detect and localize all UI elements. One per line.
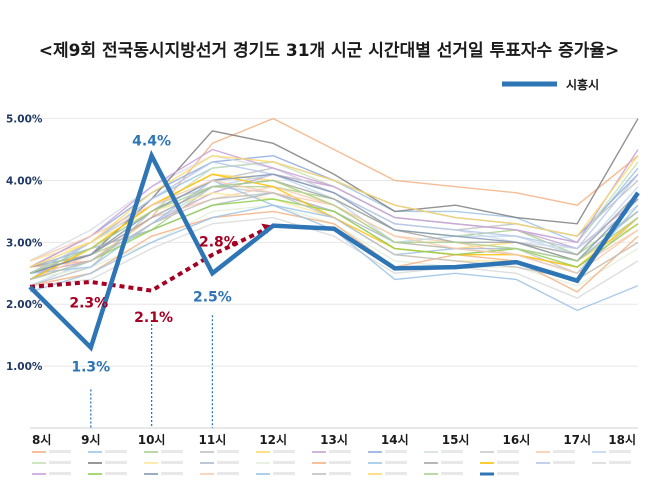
background-series-line: [29, 179, 639, 268]
series-swatch-label-placeholder: [273, 450, 295, 453]
x-tick-label: 11시: [199, 433, 227, 447]
legend: 시흥시: [502, 77, 599, 92]
legend-label: 시흥시: [566, 77, 599, 92]
series-swatch-label-placeholder: [497, 472, 519, 475]
series-swatch-label-placeholder: [441, 450, 463, 453]
x-axis-ticks: 8시 9시 10시 11시 12시 13시 14시 15시 16시 17시 18시: [32, 433, 636, 447]
series-swatch-label-placeholder: [497, 461, 519, 464]
series-swatch-label-placeholder: [441, 461, 463, 464]
background-series-line: [29, 198, 639, 281]
series-swatch-label-placeholder: [329, 461, 351, 464]
series-swatch-label-placeholder: [161, 461, 183, 464]
annotations: 1.3% 4.4% 2.5% 2.3% 2.1% 2.8%: [69, 134, 237, 376]
series-swatch-label-placeholder: [161, 472, 183, 475]
annotation-label: 1.3%: [71, 360, 110, 376]
x-tick-label: 15시: [442, 433, 470, 447]
y-tick-label: 2.00%: [6, 299, 43, 311]
series-swatch-label-placeholder: [105, 472, 127, 475]
annotation-label: 4.4%: [132, 134, 171, 150]
series-swatch-label-placeholder: [49, 450, 71, 453]
series-swatch-label-placeholder: [497, 450, 519, 453]
x-tick-label: 12시: [259, 433, 287, 447]
y-axis-ticks: 1.00% 2.00% 3.00% 4.00% 5.00%: [6, 114, 43, 374]
series-swatch-label-placeholder: [385, 461, 407, 464]
x-tick-label: 18시: [608, 433, 636, 447]
x-tick-label: 14시: [381, 433, 409, 447]
series-swatch-label-placeholder: [329, 472, 351, 475]
series-swatch-label-placeholder: [273, 461, 295, 464]
series-swatch-label-placeholder: [217, 450, 239, 453]
chart-title: <제9회 전국동시지방선거 경기도 31개 시군 시간대별 선거일 투표자수 증…: [39, 41, 620, 61]
x-tick-label: 16시: [503, 433, 531, 447]
x-tick-label: 17시: [563, 433, 591, 447]
annotation-label: 2.8%: [199, 235, 238, 251]
annotation-label: 2.5%: [193, 289, 232, 305]
x-tick-label: 8시: [32, 433, 51, 447]
background-series-line: [29, 216, 639, 299]
series-swatch-label-placeholder: [105, 461, 127, 464]
highlight-series: [28, 149, 640, 352]
series-swatch-label-placeholder: [329, 450, 351, 453]
series-swatch-label-placeholder: [385, 472, 407, 475]
series-swatch-label-placeholder: [49, 472, 71, 475]
series-swatch-label-placeholder: [105, 450, 127, 453]
y-tick-label: 1.00%: [6, 361, 43, 373]
x-tick-label: 13시: [320, 433, 348, 447]
y-tick-label: 4.00%: [6, 175, 43, 187]
series-swatch-label-placeholder: [49, 461, 71, 464]
trend-series-line: [29, 223, 275, 293]
series-swatch-label-placeholder: [385, 450, 407, 453]
background-series-line: [29, 117, 639, 268]
background-series-line: [29, 148, 639, 268]
x-tick-label: 9시: [81, 433, 100, 447]
y-tick-label: 3.00%: [6, 237, 43, 249]
series-legend-strip: [32, 450, 631, 476]
background-series-line: [29, 154, 639, 268]
series-swatch-label-placeholder: [553, 461, 575, 464]
annotation-label: 2.3%: [69, 296, 108, 312]
series-swatch-label-placeholder: [217, 461, 239, 464]
background-series-line: [29, 192, 639, 281]
series-swatch-label-placeholder: [441, 472, 463, 475]
guide-lines: [90, 315, 214, 428]
annotation-label: 2.1%: [134, 310, 173, 326]
x-tick-label: 10시: [138, 433, 166, 447]
y-tick-label: 5.00%: [6, 114, 43, 126]
series-swatch-label-placeholder: [161, 450, 183, 453]
series-swatch-label-placeholder: [217, 472, 239, 475]
series-swatch-label-placeholder: [273, 472, 295, 475]
highlight-series-line: [28, 149, 640, 352]
series-swatch-label-placeholder: [609, 450, 631, 453]
series-swatch-label-placeholder: [553, 450, 575, 453]
series-swatch-label-placeholder: [609, 461, 631, 464]
